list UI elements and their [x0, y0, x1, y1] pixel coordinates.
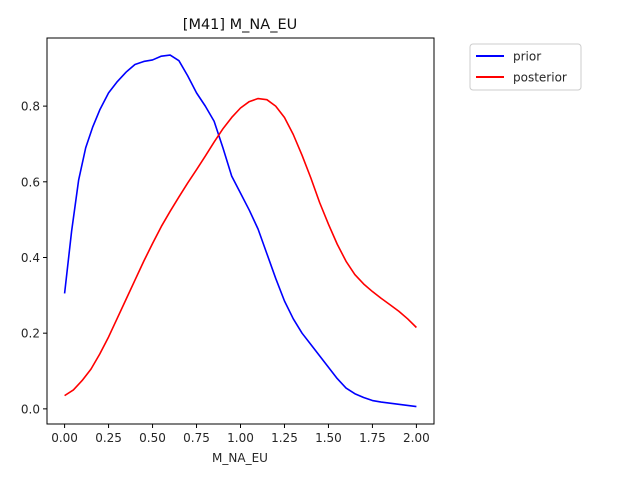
- x-tick-label: 1.25: [271, 431, 298, 445]
- y-tick-label: 0.0: [21, 402, 40, 416]
- plot-lines: [63, 54, 417, 408]
- legend-label-posterior: posterior: [513, 71, 567, 85]
- x-axis-label: M_NA_EU: [212, 451, 268, 465]
- y-tick-label: 0.2: [21, 327, 40, 341]
- x-tick-label: 0.25: [95, 431, 122, 445]
- series-line-posterior: [64, 97, 417, 397]
- x-tick-label: 1.00: [227, 431, 254, 445]
- x-tick-label: 1.50: [315, 431, 342, 445]
- y-tick-label: 0.8: [21, 100, 40, 114]
- x-tick-label: 0.50: [139, 431, 166, 445]
- x-axis: 0.00 0.25 0.50 0.75 1.00 1.25 1.50 1.75 2.00: [51, 424, 430, 445]
- x-tick-label: 1.75: [359, 431, 386, 445]
- series-line-prior: [63, 54, 417, 408]
- x-tick-label: 0.75: [183, 431, 210, 445]
- x-tick-label: 2.00: [403, 431, 430, 445]
- y-axis: 0.0 0.2 0.4 0.6 0.8: [21, 100, 47, 416]
- chart-title: [M41] M_NA_EU: [183, 17, 297, 33]
- y-tick-label: 0.6: [21, 175, 40, 189]
- x-tick-label: 0.00: [51, 431, 78, 445]
- plot-frame: [46, 37, 435, 425]
- legend: prior posterior: [469, 43, 582, 91]
- y-tick-label: 0.4: [21, 251, 40, 265]
- legend-label-prior: prior: [513, 50, 541, 64]
